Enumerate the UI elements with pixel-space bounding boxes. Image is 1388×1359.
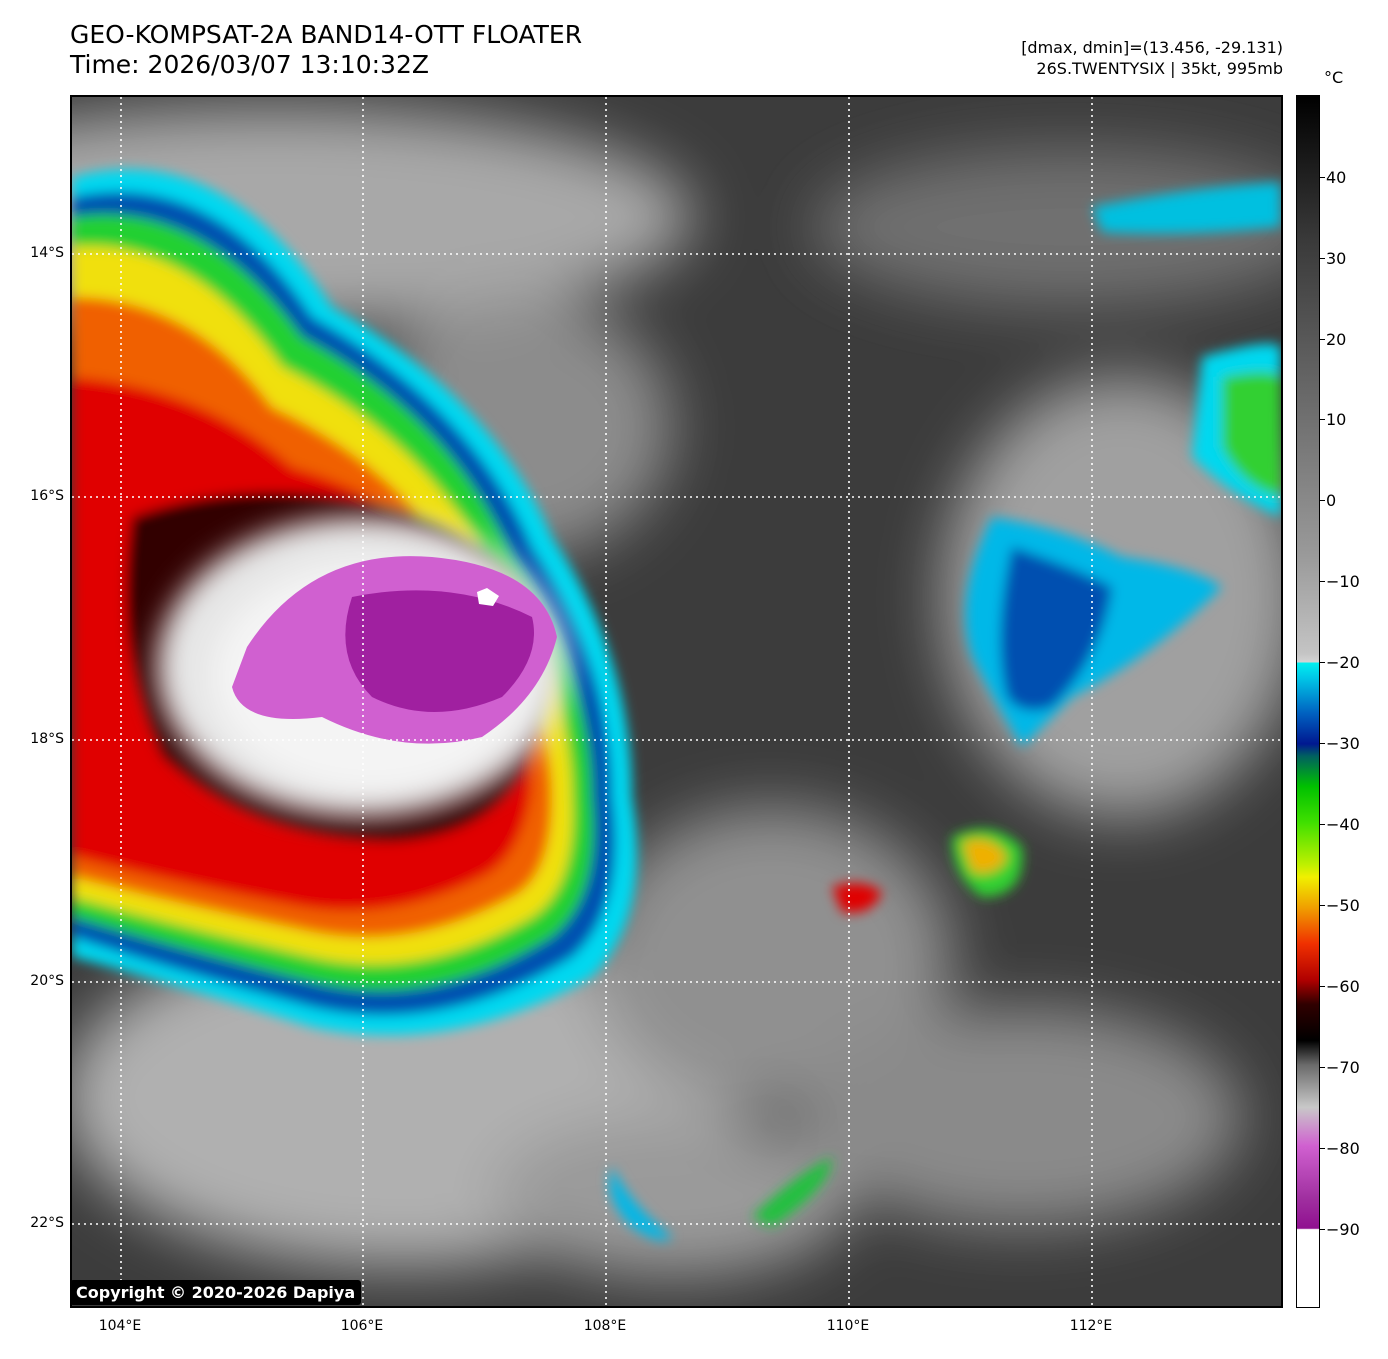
copyright-badge: Copyright © 2020-2026 Dapiya <box>70 1280 362 1305</box>
eastern-convection <box>609 182 1281 1241</box>
colorbar-tick-mark <box>1320 258 1325 259</box>
satellite-map[interactable] <box>70 95 1283 1308</box>
storm-info: [dmax, dmin]=(13.456, -29.131) 26S.TWENT… <box>1021 37 1283 79</box>
colorbar-tick-mark <box>1320 986 1325 987</box>
satellite-imagery <box>72 97 1281 1306</box>
colorbar-tick-mark <box>1320 1067 1325 1068</box>
image-title: GEO-KOMPSAT-2A BAND14-OTT FLOATER Time: … <box>70 20 582 80</box>
title-time: Time: 2026/03/07 13:10:32Z <box>70 50 429 79</box>
colorbar-tick-minus40: −40 <box>1326 815 1360 834</box>
colorbar-tick-mark <box>1320 1229 1325 1230</box>
lon-label-106e: 106°E <box>340 1318 384 1334</box>
colorbar-tick-minus10: −10 <box>1326 572 1360 591</box>
lon-label-104e: 104°E <box>98 1318 142 1334</box>
storm-id: 26S.TWENTYSIX | 35kt, 995mb <box>1036 59 1283 78</box>
data-range: [dmax, dmin]=(13.456, -29.131) <box>1021 38 1283 57</box>
title-product: GEO-KOMPSAT-2A BAND14-OTT FLOATER <box>70 20 583 49</box>
colorbar-tick-minus20: −20 <box>1326 653 1360 672</box>
lon-label-108e: 108°E <box>583 1318 627 1334</box>
colorbar-tick-minus80: −80 <box>1326 1139 1360 1158</box>
colorbar-tick-mark <box>1320 824 1325 825</box>
colorbar-tick-mark <box>1320 419 1325 420</box>
lat-label-14s: 14°S <box>30 245 64 261</box>
colorbar-tick-20: 20 <box>1326 330 1347 349</box>
colorbar-tick-mark <box>1320 177 1325 178</box>
overshooting-top <box>232 556 557 744</box>
colorbar-tick-mark <box>1320 339 1325 340</box>
lat-label-22s: 22°S <box>30 1215 64 1231</box>
colorbar-unit: °C <box>1324 68 1344 87</box>
colorbar-tick-mark <box>1320 1148 1325 1149</box>
lat-label-20s: 20°S <box>30 973 64 989</box>
colorbar-tick-minus90: −90 <box>1326 1220 1360 1239</box>
colorbar-tick-10: 10 <box>1326 410 1347 429</box>
colorbar-tick-minus50: −50 <box>1326 896 1360 915</box>
colorbar-tick-minus60: −60 <box>1326 977 1360 996</box>
colorbar-tick-minus70: −70 <box>1326 1058 1360 1077</box>
colorbar-tick-mark <box>1320 581 1325 582</box>
colorbar-tick-mark <box>1320 662 1325 663</box>
lon-label-110e: 110°E <box>826 1318 870 1334</box>
colorbar-tick-mark <box>1320 905 1325 906</box>
colorbar-tick-40: 40 <box>1326 168 1347 187</box>
colorbar <box>1296 95 1320 1308</box>
lat-label-18s: 18°S <box>30 731 64 747</box>
lon-label-112e: 112°E <box>1069 1318 1113 1334</box>
colorbar-tick-30: 30 <box>1326 249 1347 268</box>
colorbar-tick-mark <box>1320 743 1325 744</box>
gray-cloud-field <box>72 107 1281 1277</box>
colorbar-tick-mark <box>1320 500 1325 501</box>
lat-label-16s: 16°S <box>30 488 64 504</box>
colorbar-tick-minus30: −30 <box>1326 734 1360 753</box>
colorbar-tick-0: 0 <box>1326 491 1337 510</box>
